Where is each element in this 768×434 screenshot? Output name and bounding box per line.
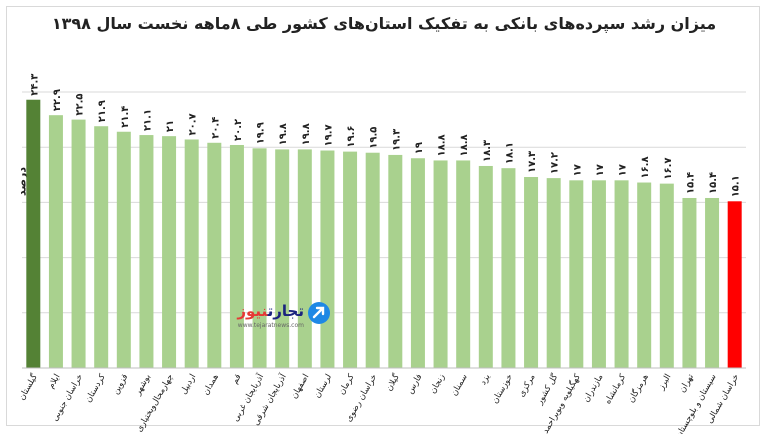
- data-label: ۱۸.۱: [504, 142, 515, 164]
- bar: [546, 178, 561, 368]
- bar: [614, 180, 629, 368]
- bar: [682, 197, 697, 368]
- data-label: ۱۶.۷: [663, 158, 674, 180]
- data-label: ۱۷: [618, 164, 629, 176]
- category-label: کرمان: [337, 372, 357, 397]
- arrow-circle-icon: [308, 302, 330, 324]
- category-label: مازندران: [581, 373, 605, 405]
- bar: [184, 139, 199, 368]
- data-label: ۱۹.۵: [369, 127, 380, 149]
- data-label: ۱۹.۶: [346, 126, 357, 148]
- logo-url: www.tejaratnews.com: [237, 322, 304, 329]
- data-label: ۱۷: [595, 164, 606, 176]
- data-label: ۱۷.۳: [527, 151, 538, 173]
- category-label: لرستان: [312, 373, 334, 400]
- bar: [433, 160, 448, 368]
- category-label: البرز: [656, 373, 673, 393]
- category-label: گیلان: [383, 371, 402, 393]
- bar: [275, 149, 290, 368]
- data-label: ۱۶.۸: [640, 156, 651, 178]
- bar: [591, 180, 606, 368]
- category-label: گیلستان: [16, 371, 40, 402]
- data-label: ۲۲.۹: [52, 89, 63, 111]
- bar: [659, 183, 674, 368]
- data-label: ۱۷: [572, 164, 583, 176]
- data-label: ۱۹.۹: [256, 122, 267, 144]
- category-label: بوشهر: [133, 373, 153, 398]
- category-label: زنجان: [428, 373, 447, 396]
- bar: [207, 142, 222, 368]
- category-label: خوزستان: [490, 373, 515, 406]
- data-label: ۱۵.۴: [708, 172, 719, 194]
- data-label: ۲۲.۵: [75, 93, 86, 115]
- bar: [94, 126, 109, 368]
- bar: [162, 136, 177, 368]
- data-label: ۱۵.۴: [685, 172, 696, 194]
- category-label: کردستان: [84, 372, 109, 405]
- bar: [139, 135, 154, 368]
- bar: [501, 168, 516, 368]
- bar: [116, 131, 131, 368]
- category-label: اردبیل: [179, 373, 198, 397]
- data-label: ۱۹: [414, 142, 425, 154]
- bar: [252, 148, 267, 368]
- bar: [48, 115, 63, 369]
- category-label: هرمزگان: [626, 372, 651, 405]
- category-label: یزد: [478, 372, 492, 387]
- bar: [343, 151, 358, 368]
- data-label: ۲۱.۴: [120, 106, 131, 128]
- data-label: ۲۴.۳: [29, 74, 40, 96]
- category-label: کرمانشاه: [603, 372, 629, 406]
- data-label: ۲۱.۱: [142, 109, 153, 131]
- data-label: ۲۰.۷: [188, 113, 199, 135]
- data-label: ۱۹.۸: [278, 123, 289, 145]
- data-label: ۱۸.۸: [437, 134, 448, 156]
- data-label: ۱۹.۷: [323, 124, 334, 146]
- category-label: قم: [230, 373, 244, 386]
- category-label: سمنان: [449, 373, 469, 398]
- chart-title: میزان رشد سپرده‌های بانکی به تفکیک استان…: [51, 14, 717, 33]
- bar: [456, 160, 471, 368]
- data-label: ۱۸.۳: [482, 140, 493, 162]
- category-label: تهران: [678, 372, 697, 395]
- bar: [478, 165, 493, 368]
- watermark-logo: تجارتنیوز www.tejaratnews.com: [222, 300, 332, 336]
- category-label: اصفهان: [289, 373, 311, 401]
- data-label: ۲۱.۹: [97, 100, 108, 122]
- category-label: مرکزی: [517, 373, 538, 399]
- bar: [410, 158, 425, 368]
- data-label: ۱۸.۸: [459, 134, 470, 156]
- bar: [524, 177, 539, 368]
- category-label: قزوین: [111, 373, 131, 397]
- chart-frame: [6, 6, 760, 426]
- data-label: ۱۹.۳: [391, 129, 402, 151]
- logo-text: تجارتنیوز: [237, 302, 304, 320]
- data-label: ۱۹.۸: [301, 123, 312, 145]
- data-label: ۱۵.۱: [731, 175, 742, 197]
- data-label: ۲۰.۴: [210, 117, 221, 139]
- bar: [727, 201, 742, 368]
- bar: [26, 99, 41, 368]
- bar: [705, 197, 720, 368]
- data-label: ۱۷.۲: [550, 152, 561, 174]
- category-label: فارس: [405, 373, 424, 396]
- bar: [229, 144, 244, 368]
- bar: [637, 182, 652, 368]
- bar: [569, 180, 584, 368]
- data-label: ۲۰.۲: [233, 119, 244, 141]
- bar: [71, 119, 86, 368]
- category-label: همدان: [201, 373, 221, 397]
- bar: [365, 152, 380, 368]
- bar: [388, 154, 403, 368]
- data-label: ۲۱: [165, 120, 176, 132]
- category-label: ایلام: [46, 373, 62, 391]
